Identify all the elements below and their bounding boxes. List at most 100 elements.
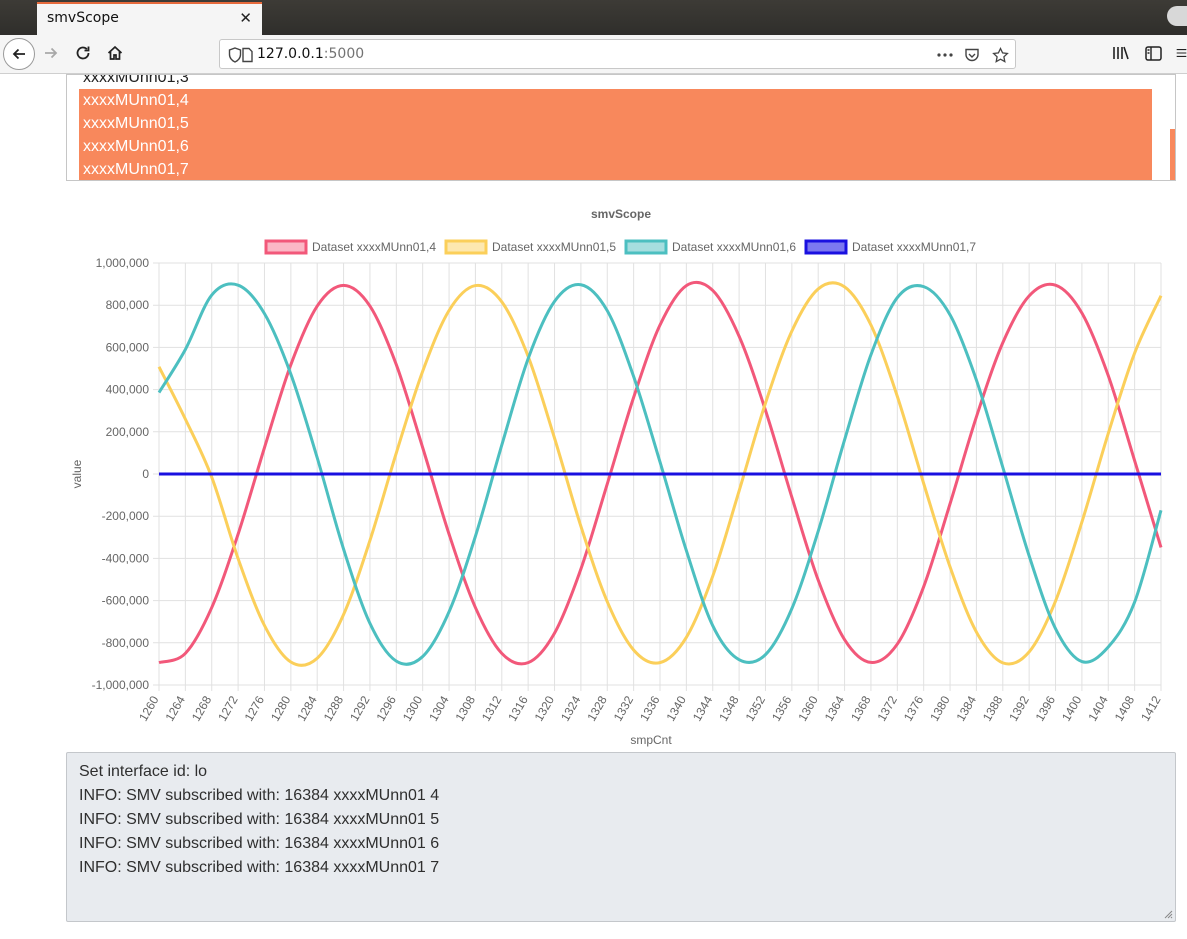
legend-swatch <box>264 239 308 255</box>
x-axis-ticks: 1260 1264 1268 1272 1276 1280 1284 1288 1292 1296… <box>136 693 1164 723</box>
y-tick-label: 400,000 <box>106 383 150 397</box>
browser-tab[interactable]: smvScope ✕ <box>37 2 262 35</box>
x-tick-label: 1352 <box>743 693 769 723</box>
y-tick-label: -600,000 <box>102 594 150 608</box>
more-actions-icon[interactable] <box>936 46 954 64</box>
list-scrollbar-thumb[interactable] <box>1170 129 1175 180</box>
x-tick-label: 1288 <box>321 693 347 723</box>
console-line: INFO: SMV subscribed with: 16384 xxxxMUn… <box>79 835 440 852</box>
x-axis-label: smpCnt <box>630 733 672 747</box>
home-button[interactable] <box>105 43 125 63</box>
url-bar[interactable]: 127.0.0.1:5000 <box>219 39 1016 69</box>
x-tick-label: 1328 <box>584 693 610 723</box>
x-tick-label: 1292 <box>347 693 373 723</box>
reload-icon <box>76 46 90 60</box>
forward-button[interactable] <box>41 43 61 63</box>
console-line: Set interface id: lo <box>79 763 208 780</box>
x-tick-label: 1384 <box>954 693 980 723</box>
legend-item[interactable]: Dataset xxxxMUnn01,7 <box>804 239 976 255</box>
x-tick-label: 1308 <box>453 693 479 723</box>
series-line-4 <box>158 280 1163 666</box>
series-line-5 <box>157 281 1163 667</box>
x-tick-label: 1404 <box>1085 693 1111 723</box>
url-port: :5000 <box>323 46 365 62</box>
legend-item[interactable]: Dataset xxxxMUnn01,5 <box>444 239 616 255</box>
series-line-6 <box>157 282 1163 666</box>
y-axis-ticks: 1,000,000 800,000 600,000 400,000 200,000 0 -2… <box>92 256 150 692</box>
bookmark-star-icon[interactable] <box>991 46 1009 64</box>
x-tick-label: 1284 <box>294 693 320 723</box>
console-line: INFO: SMV subscribed with: 16384 xxxxMUn… <box>79 859 440 876</box>
x-tick-label: 1364 <box>822 693 848 723</box>
x-tick-label: 1396 <box>1033 693 1059 723</box>
list-item[interactable]: xxxxMUnn01,6 <box>79 135 1152 158</box>
x-tick-label: 1348 <box>716 693 742 723</box>
x-tick-label: 1356 <box>769 693 795 723</box>
window-control-icon[interactable] <box>1167 6 1187 26</box>
x-tick-label: 1312 <box>479 693 505 723</box>
x-tick-label: 1304 <box>426 693 452 723</box>
tab-close-icon[interactable]: ✕ <box>239 9 252 27</box>
x-tick-label: 1400 <box>1059 693 1085 723</box>
x-tick-label: 1332 <box>611 693 637 723</box>
x-tick-label: 1344 <box>690 693 716 723</box>
list-item[interactable]: xxxxMUnn01,5 <box>79 112 1152 135</box>
chart-canvas: 1,000,000 800,000 600,000 400,000 200,000 0 -2… <box>70 207 1164 747</box>
resize-handle-icon[interactable] <box>1163 909 1173 919</box>
url-text[interactable]: 127.0.0.1:5000 <box>257 46 364 62</box>
browser-tab-bar: smvScope ✕ <box>0 0 1187 35</box>
legend-label: Dataset xxxxMUnn01,7 <box>852 240 976 254</box>
page-info-icon[interactable] <box>238 46 256 64</box>
tab-title: smvScope <box>47 10 119 26</box>
pocket-icon[interactable] <box>963 46 981 64</box>
shield-icon[interactable] <box>226 46 244 64</box>
legend-swatch <box>624 239 668 255</box>
x-tick-label: 1296 <box>373 693 399 723</box>
sidebar-icon[interactable] <box>1143 43 1163 63</box>
console-line: INFO: SMV subscribed with: 16384 xxxxMUn… <box>79 787 440 804</box>
y-tick-label: 200,000 <box>106 425 150 439</box>
list-item-label: xxxxMUnn01,3 <box>83 74 189 86</box>
subscription-select-list[interactable]: xxxxMUnn01,3 xxxxMUnn01,4 xxxxMUnn01,5 x… <box>66 74 1176 181</box>
y-tick-label: -800,000 <box>102 636 150 650</box>
list-item[interactable]: xxxxMUnn01,3 <box>79 74 1152 89</box>
console-line: INFO: SMV subscribed with: 16384 xxxxMUn… <box>79 811 440 828</box>
y-axis-label: value <box>70 459 84 488</box>
legend-label: Dataset xxxxMUnn01,4 <box>312 240 436 254</box>
x-tick-label: 1368 <box>848 693 874 723</box>
x-tick-label: 1272 <box>215 693 241 723</box>
arrow-left-icon <box>12 48 25 60</box>
x-tick-label: 1264 <box>162 693 188 723</box>
list-item-label: xxxxMUnn01,5 <box>83 115 189 132</box>
legend-label: Dataset xxxxMUnn01,5 <box>492 240 616 254</box>
x-tick-label: 1372 <box>874 693 900 723</box>
list-item-label: xxxxMUnn01,7 <box>83 161 189 178</box>
x-tick-label: 1392 <box>1006 693 1032 723</box>
y-tick-label: -200,000 <box>102 509 150 523</box>
console-output[interactable]: Set interface id: lo INFO: SMV subscribe… <box>66 752 1176 922</box>
x-tick-label: 1280 <box>268 693 294 723</box>
home-icon <box>107 45 123 60</box>
list-item[interactable]: xxxxMUnn01,4 <box>79 89 1152 112</box>
x-tick-label: 1300 <box>400 693 426 723</box>
legend-item[interactable]: Dataset xxxxMUnn01,4 <box>264 239 436 255</box>
chart-series <box>157 280 1163 667</box>
y-tick-label: 600,000 <box>106 340 150 354</box>
legend-item[interactable]: Dataset xxxxMUnn01,6 <box>624 239 796 255</box>
y-tick-label: -400,000 <box>102 551 150 565</box>
chart-grid <box>153 262 1162 691</box>
list-item[interactable]: xxxxMUnn01,7 <box>79 158 1152 180</box>
back-button[interactable] <box>3 38 35 70</box>
chart-legend: Dataset xxxxMUnn01,4 Dataset xxxxMUnn01,5… <box>264 239 976 255</box>
legend-label: Dataset xxxxMUnn01,6 <box>672 240 796 254</box>
x-tick-label: 1268 <box>189 693 215 723</box>
smv-scope-chart: 1,000,000 800,000 600,000 400,000 200,000 0 -2… <box>66 196 1176 752</box>
x-tick-label: 1388 <box>980 693 1006 723</box>
x-tick-label: 1380 <box>927 693 953 723</box>
menu-icon[interactable] <box>1176 43 1187 63</box>
library-icon[interactable] <box>1111 43 1131 63</box>
reload-button[interactable] <box>73 43 93 63</box>
x-tick-label: 1376 <box>901 693 927 723</box>
x-tick-label: 1408 <box>1112 693 1138 723</box>
x-tick-label: 1324 <box>558 693 584 723</box>
